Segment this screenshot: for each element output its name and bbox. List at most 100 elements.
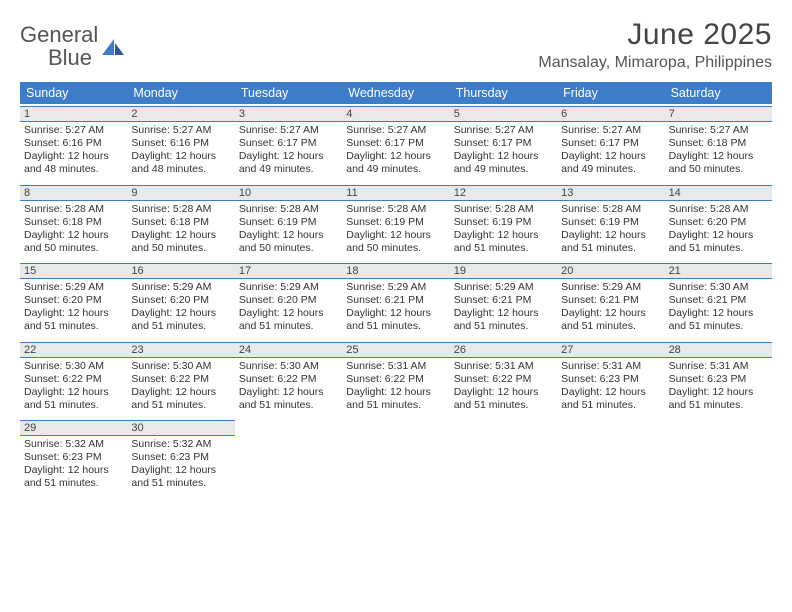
daylight-text: Daylight: 12 hours and 51 minutes.	[669, 307, 768, 333]
calendar-day-cell: 15Sunrise: 5:29 AMSunset: 6:20 PMDayligh…	[20, 261, 127, 340]
daylight-text: Daylight: 12 hours and 51 minutes.	[24, 464, 123, 490]
logo-sail-icon	[100, 37, 126, 57]
sunset-text: Sunset: 6:20 PM	[669, 216, 768, 229]
sunrise-text: Sunrise: 5:28 AM	[24, 203, 123, 216]
sunset-text: Sunset: 6:22 PM	[131, 373, 230, 386]
sunrise-text: Sunrise: 5:29 AM	[346, 281, 445, 294]
logo-word-general: General	[20, 22, 98, 47]
sunset-text: Sunset: 6:22 PM	[454, 373, 553, 386]
day-number: 1	[20, 106, 127, 122]
sunset-text: Sunset: 6:19 PM	[239, 216, 338, 229]
calendar-body: 1Sunrise: 5:27 AMSunset: 6:16 PMDaylight…	[20, 104, 772, 497]
calendar-empty-cell	[665, 418, 772, 497]
sunrise-text: Sunrise: 5:29 AM	[454, 281, 553, 294]
sunrise-text: Sunrise: 5:27 AM	[561, 124, 660, 137]
sunrise-text: Sunrise: 5:29 AM	[561, 281, 660, 294]
day-number: 9	[127, 185, 234, 201]
calendar: Sunday Monday Tuesday Wednesday Thursday…	[20, 82, 772, 497]
sunrise-text: Sunrise: 5:27 AM	[24, 124, 123, 137]
day-number: 10	[235, 185, 342, 201]
weekday-saturday: Saturday	[665, 82, 772, 104]
sunrise-text: Sunrise: 5:28 AM	[239, 203, 338, 216]
day-number: 20	[557, 263, 664, 279]
daylight-text: Daylight: 12 hours and 51 minutes.	[561, 307, 660, 333]
sunset-text: Sunset: 6:18 PM	[131, 216, 230, 229]
daylight-text: Daylight: 12 hours and 51 minutes.	[131, 386, 230, 412]
daylight-text: Daylight: 12 hours and 51 minutes.	[454, 229, 553, 255]
sunset-text: Sunset: 6:21 PM	[454, 294, 553, 307]
daylight-text: Daylight: 12 hours and 51 minutes.	[239, 386, 338, 412]
daylight-text: Daylight: 12 hours and 51 minutes.	[454, 386, 553, 412]
calendar-day-cell: 22Sunrise: 5:30 AMSunset: 6:22 PMDayligh…	[20, 340, 127, 419]
sunset-text: Sunset: 6:19 PM	[454, 216, 553, 229]
calendar-empty-cell	[235, 418, 342, 497]
day-number: 21	[665, 263, 772, 279]
daylight-text: Daylight: 12 hours and 51 minutes.	[561, 386, 660, 412]
sunset-text: Sunset: 6:21 PM	[346, 294, 445, 307]
sunrise-text: Sunrise: 5:31 AM	[346, 360, 445, 373]
daylight-text: Daylight: 12 hours and 49 minutes.	[561, 150, 660, 176]
sunrise-text: Sunrise: 5:29 AM	[239, 281, 338, 294]
sunrise-text: Sunrise: 5:27 AM	[346, 124, 445, 137]
sunset-text: Sunset: 6:16 PM	[131, 137, 230, 150]
sunrise-text: Sunrise: 5:27 AM	[239, 124, 338, 137]
location-text: Mansalay, Mimaropa, Philippines	[538, 54, 772, 72]
sunrise-text: Sunrise: 5:32 AM	[24, 438, 123, 451]
calendar-day-cell: 12Sunrise: 5:28 AMSunset: 6:19 PMDayligh…	[450, 183, 557, 262]
sunrise-text: Sunrise: 5:28 AM	[454, 203, 553, 216]
calendar-day-cell: 5Sunrise: 5:27 AMSunset: 6:17 PMDaylight…	[450, 104, 557, 183]
daylight-text: Daylight: 12 hours and 48 minutes.	[131, 150, 230, 176]
sunrise-text: Sunrise: 5:31 AM	[454, 360, 553, 373]
calendar-day-cell: 6Sunrise: 5:27 AMSunset: 6:17 PMDaylight…	[557, 104, 664, 183]
day-number: 25	[342, 342, 449, 358]
sunrise-text: Sunrise: 5:30 AM	[24, 360, 123, 373]
sunset-text: Sunset: 6:22 PM	[346, 373, 445, 386]
daylight-text: Daylight: 12 hours and 51 minutes.	[24, 386, 123, 412]
daylight-text: Daylight: 12 hours and 48 minutes.	[24, 150, 123, 176]
sunset-text: Sunset: 6:23 PM	[131, 451, 230, 464]
daylight-text: Daylight: 12 hours and 51 minutes.	[131, 307, 230, 333]
day-number: 7	[665, 106, 772, 122]
sunset-text: Sunset: 6:21 PM	[669, 294, 768, 307]
calendar-day-cell: 11Sunrise: 5:28 AMSunset: 6:19 PMDayligh…	[342, 183, 449, 262]
calendar-day-cell: 17Sunrise: 5:29 AMSunset: 6:20 PMDayligh…	[235, 261, 342, 340]
sunset-text: Sunset: 6:22 PM	[24, 373, 123, 386]
sunset-text: Sunset: 6:17 PM	[454, 137, 553, 150]
day-number: 11	[342, 185, 449, 201]
calendar-day-cell: 30Sunrise: 5:32 AMSunset: 6:23 PMDayligh…	[127, 418, 234, 497]
day-number: 27	[557, 342, 664, 358]
logo-text: General Blue	[20, 24, 98, 70]
day-number: 2	[127, 106, 234, 122]
weekday-sunday: Sunday	[20, 82, 127, 104]
sunrise-text: Sunrise: 5:27 AM	[131, 124, 230, 137]
sunrise-text: Sunrise: 5:27 AM	[454, 124, 553, 137]
sunrise-text: Sunrise: 5:29 AM	[24, 281, 123, 294]
calendar-day-cell: 7Sunrise: 5:27 AMSunset: 6:18 PMDaylight…	[665, 104, 772, 183]
weekday-tuesday: Tuesday	[235, 82, 342, 104]
calendar-week: 15Sunrise: 5:29 AMSunset: 6:20 PMDayligh…	[20, 261, 772, 340]
calendar-day-cell: 1Sunrise: 5:27 AMSunset: 6:16 PMDaylight…	[20, 104, 127, 183]
calendar-week: 29 Sunrise: 5:32 AM Sunset: 6:23 PM Dayligh…	[20, 418, 772, 497]
calendar-day-cell: 8Sunrise: 5:28 AMSunset: 6:18 PMDaylight…	[20, 183, 127, 262]
daylight-text: Daylight: 12 hours and 51 minutes.	[346, 386, 445, 412]
calendar-day-cell: 28Sunrise: 5:31 AMSunset: 6:23 PMDayligh…	[665, 340, 772, 419]
daylight-text: Daylight: 12 hours and 51 minutes.	[669, 229, 768, 255]
day-number: 13	[557, 185, 664, 201]
sunset-text: Sunset: 6:18 PM	[669, 137, 768, 150]
day-number: 16	[127, 263, 234, 279]
day-number: 29	[20, 420, 127, 436]
calendar-day-cell: 3Sunrise: 5:27 AMSunset: 6:17 PMDaylight…	[235, 104, 342, 183]
sunrise-text: Sunrise: 5:29 AM	[131, 281, 230, 294]
daylight-text: Daylight: 12 hours and 50 minutes.	[131, 229, 230, 255]
sunrise-text: Sunrise: 5:31 AM	[561, 360, 660, 373]
calendar-empty-cell	[557, 418, 664, 497]
sunset-text: Sunset: 6:19 PM	[346, 216, 445, 229]
sunrise-text: Sunrise: 5:28 AM	[346, 203, 445, 216]
logo: General Blue	[20, 24, 126, 70]
weekday-thursday: Thursday	[450, 82, 557, 104]
calendar-day-cell: 25 Sunrise: 5:31 AMSunset: 6:22 PMDayligh…	[342, 340, 449, 419]
day-number: 26	[450, 342, 557, 358]
day-number: 28	[665, 342, 772, 358]
day-number: 5	[450, 106, 557, 122]
sunset-text: Sunset: 6:20 PM	[239, 294, 338, 307]
